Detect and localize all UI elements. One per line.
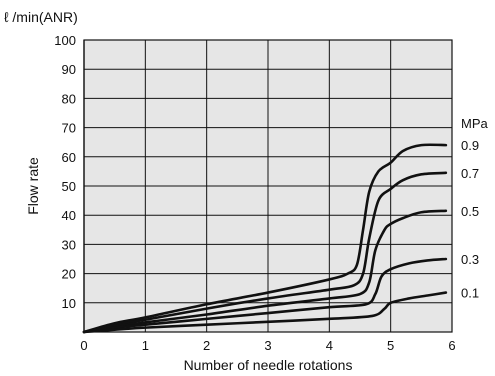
y-tick-label-50: 50 [62,179,76,194]
series-line-0.9-mpa [82,143,448,334]
x-tick-label-6: 6 [448,338,455,353]
series-line-0.1-mpa [82,291,448,334]
y-tick-label-30: 30 [62,237,76,252]
x-tick-label-1: 1 [142,338,149,353]
y-tick-label-90: 90 [62,62,76,77]
x-tick-label-3: 3 [264,338,271,353]
x-tick-label-4: 4 [326,338,333,353]
grid [83,39,453,333]
series-line-0.3-mpa [82,257,448,334]
y-tick-label-70: 70 [62,121,76,136]
y-axis-label: Flow rate [25,157,41,215]
y-tick-label-10: 10 [62,296,76,311]
series-unit-label: MPa [461,116,489,131]
x-axis-label: Number of needle rotations [184,357,353,373]
y-tick-label-20: 20 [62,267,76,282]
series-label-0.5-mpa: 0.5 [461,204,479,219]
series-line-0.5-mpa [82,209,448,334]
series-label-0.7-mpa: 0.7 [461,166,479,181]
series-label-0.3-mpa: 0.3 [461,252,479,267]
x-tick-label-0: 0 [80,338,87,353]
y-tick-label-40: 40 [62,208,76,223]
series-line-0.7-mpa [82,171,448,334]
y-unit-label: ℓ /min(ANR) [4,9,78,25]
x-tick-label-5: 5 [387,338,394,353]
series-label-0.1-mpa: 0.1 [461,286,479,301]
axis-ticks: 0 1 2 3 4 5 6 10 20 30 40 50 60 70 80 90 100 [54,33,455,353]
plot-frame [83,39,453,333]
series-label-0.9-mpa: 0.9 [461,138,479,153]
series-lines: 0.9 0.7 0.5 0.3 0.1 [82,138,479,334]
y-tick-label-100: 100 [54,33,76,48]
x-tick-label-2: 2 [203,338,210,353]
y-tick-label-60: 60 [62,150,76,165]
y-tick-label-80: 80 [62,91,76,106]
